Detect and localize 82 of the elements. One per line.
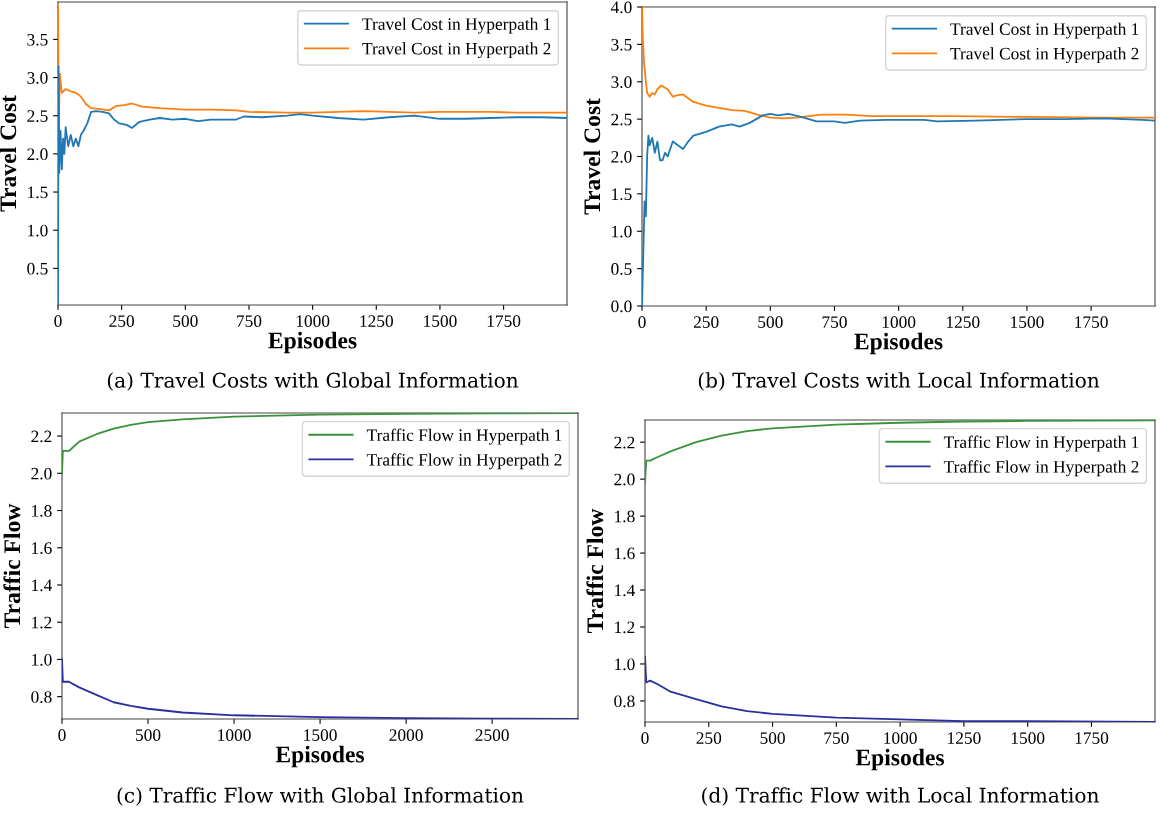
y-tick-label: 1.6 xyxy=(32,542,52,555)
legend-label: Traffic Flow in Hyperpath 1 xyxy=(366,428,562,445)
legend-label: Traffic Flow in Hyperpath 2 xyxy=(943,460,1139,477)
x-tick-label: 500 xyxy=(760,732,785,744)
y-tick-label: 3.5 xyxy=(27,33,48,46)
x-tick-label: 0 xyxy=(58,729,66,741)
x-tick-label: 1000 xyxy=(218,729,251,741)
text: (d) Traffic Flow with Local Information xyxy=(702,787,1099,806)
legend-label: Traffic Flow in Hyperpath 1 xyxy=(943,435,1139,452)
y-tick-label: 1.8 xyxy=(32,505,52,517)
x-tick-label: 250 xyxy=(693,316,719,328)
y-tick-label: 1.0 xyxy=(612,225,632,238)
x-tick-label: 1250 xyxy=(946,316,980,328)
legend-label: Traffic Flow in Hyperpath 2 xyxy=(366,453,562,470)
y-tick-label: 2.0 xyxy=(31,467,52,480)
y-tick-label: 0.0 xyxy=(611,300,632,313)
y-tick-label: 2.0 xyxy=(611,150,632,163)
y-tick-label: 1.8 xyxy=(615,510,635,523)
x-tick-label: 0 xyxy=(641,732,649,744)
y-tick-label: 0.8 xyxy=(31,691,52,703)
x-axis-title: Episodes xyxy=(855,748,945,771)
x-tick-label: 2000 xyxy=(389,729,423,741)
y-tick-label: 2.2 xyxy=(614,436,635,449)
legend-label: Travel Cost in Hyperpath 2 xyxy=(362,42,551,59)
y-tick-label: 1.2 xyxy=(32,616,52,629)
text: (c) Traffic Flow with Global Information xyxy=(117,787,524,806)
y-tick-label: 2.5 xyxy=(27,110,48,122)
x-tick-label: 1750 xyxy=(1075,316,1108,328)
x-tick-label: 1750 xyxy=(487,315,521,327)
y-tick-label: 1.4 xyxy=(32,579,53,592)
y-axis-title: Traffic Flow xyxy=(586,508,604,634)
x-axis-title: Episodes xyxy=(275,745,365,768)
x-tick-label: 500 xyxy=(136,729,161,741)
y-tick-label: 1.5 xyxy=(612,188,632,201)
y-tick-label: 1.6 xyxy=(615,547,635,560)
text: (b) Travel Costs with Local Information xyxy=(698,372,1100,391)
y-tick-label: 1.5 xyxy=(28,186,48,199)
y-tick-label: 3.0 xyxy=(27,72,48,84)
y-tick-label: 2.0 xyxy=(27,148,48,161)
y-tick-label: 4.0 xyxy=(610,1,632,14)
x-tick-label: 2500 xyxy=(475,729,509,741)
x-tick-label: 1000 xyxy=(296,315,330,327)
x-tick-label: 0 xyxy=(638,316,646,328)
x-tick-label: 1500 xyxy=(424,315,457,327)
legend-label: Travel Cost in Hyperpath 2 xyxy=(950,47,1139,64)
legend-label: Travel Cost in Hyperpath 1 xyxy=(362,17,551,34)
y-tick-label: 0.5 xyxy=(27,262,48,275)
y-tick-label: 1.2 xyxy=(615,621,635,634)
legend-label: Travel Cost in Hyperpath 1 xyxy=(950,22,1139,39)
y-tick-label: 1.0 xyxy=(28,224,48,237)
x-tick-label: 1500 xyxy=(1011,316,1044,328)
x-tick-label: 750 xyxy=(824,732,849,744)
y-tick-label: 1.4 xyxy=(615,584,636,597)
x-tick-label: 1500 xyxy=(304,729,337,741)
x-axis-title: Episodes xyxy=(268,331,357,354)
text: (a) Travel Costs with Global Information xyxy=(107,372,519,391)
x-tick-label: 750 xyxy=(237,315,262,327)
x-tick-label: 0 xyxy=(54,315,62,327)
x-tick-label: 1500 xyxy=(1011,732,1045,744)
y-tick-label: 0.8 xyxy=(614,695,635,708)
y-tick-label: 1.0 xyxy=(32,653,52,666)
x-tick-label: 500 xyxy=(173,315,198,327)
x-tick-label: 1250 xyxy=(948,732,981,744)
y-tick-label: 2.5 xyxy=(611,113,632,126)
x-axis-title: Episodes xyxy=(854,332,943,355)
y-tick-label: 2.0 xyxy=(614,473,635,486)
y-tick-label: 3.0 xyxy=(611,76,632,89)
x-tick-label: 500 xyxy=(758,316,783,328)
y-axis-title: Travel Cost xyxy=(0,95,17,212)
x-tick-label: 1250 xyxy=(360,315,393,327)
y-axis-title: Traffic Flow xyxy=(3,503,21,629)
x-tick-label: 1000 xyxy=(884,732,917,744)
x-tick-label: 1000 xyxy=(882,316,916,328)
x-tick-label: 250 xyxy=(109,315,135,327)
y-tick-label: 1.0 xyxy=(615,658,635,671)
y-tick-label: 0.5 xyxy=(611,263,632,275)
x-tick-label: 250 xyxy=(696,732,722,744)
y-axis-title: Travel Cost xyxy=(583,98,601,215)
x-tick-label: 750 xyxy=(822,316,847,328)
y-tick-label: 3.5 xyxy=(611,38,632,51)
x-tick-label: 1750 xyxy=(1075,732,1109,744)
y-tick-label: 2.2 xyxy=(31,430,52,443)
